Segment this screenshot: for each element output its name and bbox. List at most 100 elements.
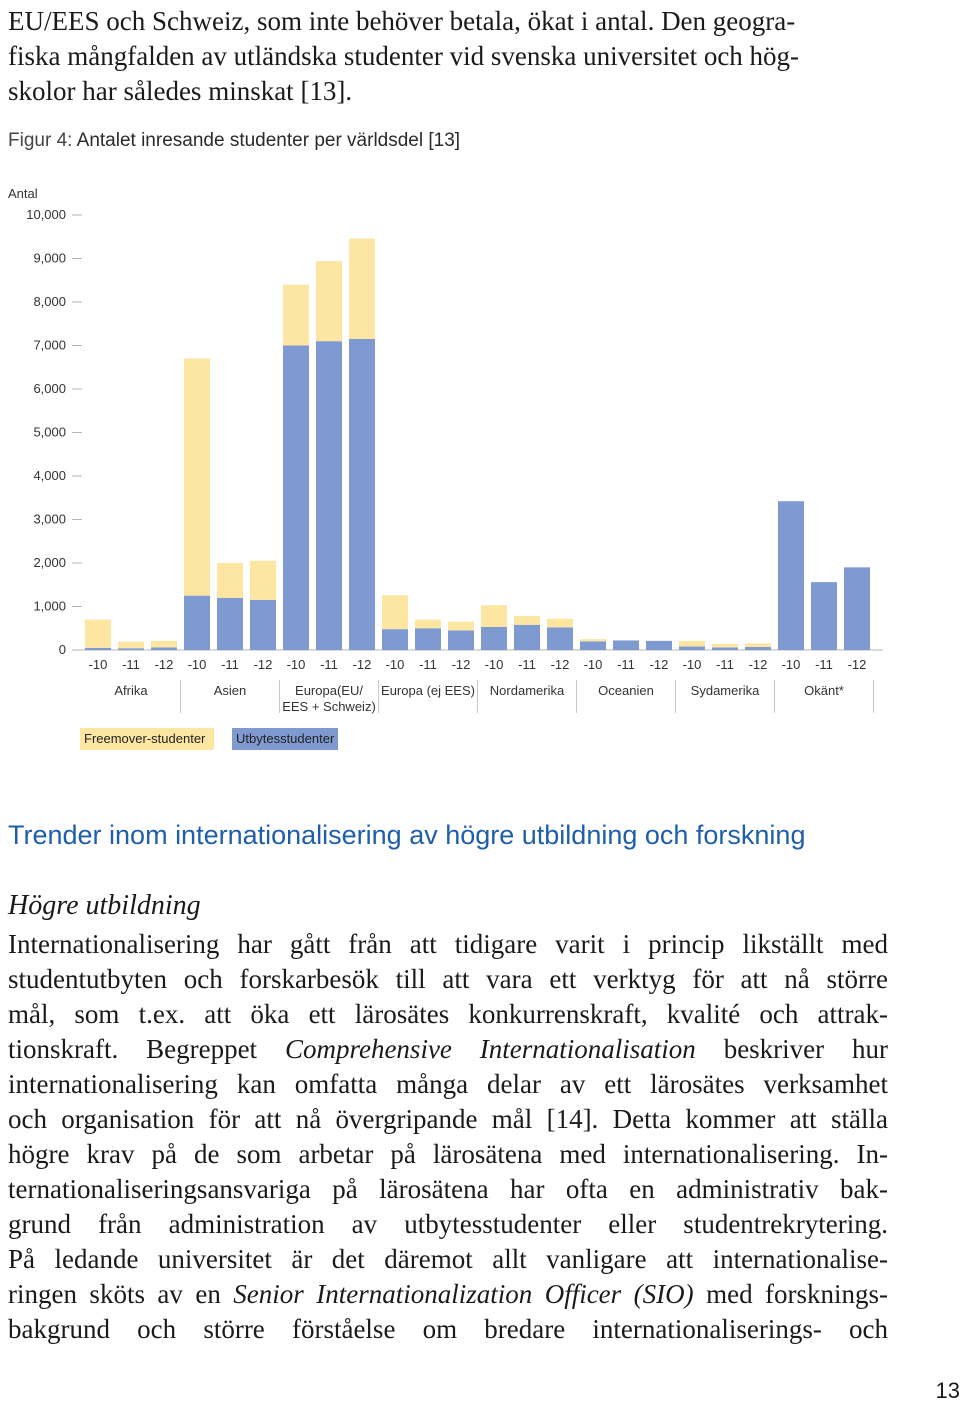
intro-line: skolor har således minskat [13]. bbox=[8, 76, 353, 106]
bar-utbytesstudenter bbox=[613, 640, 639, 650]
x-group-label: Nordamerika bbox=[490, 683, 565, 698]
y-tick-label: 10,000 bbox=[26, 207, 66, 222]
figure-caption-title: Antalet inresande studenter per världsde… bbox=[76, 130, 461, 151]
body-line: grund från administration av utbytesstud… bbox=[8, 1209, 888, 1239]
bar-utbytesstudenter bbox=[448, 630, 474, 650]
bar-freemover bbox=[415, 619, 441, 629]
x-year-label: -11 bbox=[320, 657, 338, 672]
intro-line: EU/EES och Schweiz, som inte behöver bet… bbox=[8, 6, 796, 36]
legend-freemover: Freemover-studenter bbox=[80, 728, 214, 750]
y-tick-label: 3,000 bbox=[33, 512, 66, 527]
body-line: högre krav på de som arbetar på lärosäte… bbox=[8, 1139, 888, 1169]
x-year-label: -10 bbox=[386, 657, 405, 672]
bar-utbytesstudenter bbox=[811, 582, 837, 650]
y-tick-label: 5,000 bbox=[33, 425, 66, 440]
body-line: och organisation för att nå övergripande… bbox=[8, 1104, 888, 1134]
body-emphasis: Senior Internationalization Officer (SIO… bbox=[233, 1279, 694, 1309]
bar-utbytesstudenter bbox=[250, 599, 276, 650]
x-year-label: -11 bbox=[419, 657, 437, 672]
x-year-label: -12 bbox=[452, 657, 471, 672]
body-paragraph: Internationalisering har gått från att t… bbox=[8, 927, 888, 1347]
bar-utbytesstudenter bbox=[514, 624, 540, 650]
bar-utbytesstudenter bbox=[118, 648, 144, 650]
x-year-label: -12 bbox=[353, 657, 372, 672]
bar-freemover bbox=[217, 563, 243, 598]
x-year-label: -11 bbox=[815, 657, 833, 672]
y-tick-label: 9,000 bbox=[33, 251, 66, 266]
body-line: Internationalisering har gått från att t… bbox=[8, 929, 888, 959]
bar-utbytesstudenter bbox=[745, 646, 771, 650]
body-line: På ledande universitet är det däremot al… bbox=[8, 1244, 888, 1274]
x-year-label: -10 bbox=[89, 657, 108, 672]
y-tick-label: 1,000 bbox=[33, 599, 66, 614]
bar-freemover bbox=[118, 641, 144, 649]
bar-utbytesstudenter bbox=[349, 338, 375, 650]
bar-utbytesstudenter bbox=[679, 646, 705, 650]
bar-freemover bbox=[514, 616, 540, 625]
bar-freemover bbox=[250, 560, 276, 600]
bar-freemover bbox=[547, 618, 573, 628]
bar-freemover bbox=[679, 640, 705, 647]
bar-utbytesstudenter bbox=[316, 341, 342, 650]
x-year-label: -11 bbox=[716, 657, 734, 672]
body-line: ringen sköts av en Senior Internationali… bbox=[8, 1277, 888, 1312]
figure-caption: Figur 4: Antalet inresande studenter per… bbox=[8, 130, 460, 152]
y-axis-label: Antal bbox=[8, 186, 38, 201]
bar-freemover bbox=[382, 595, 408, 630]
body-emphasis: Comprehensive Internationalisation bbox=[284, 1034, 696, 1064]
x-group-label: Oceanien bbox=[598, 683, 654, 698]
y-tick-label: 8,000 bbox=[33, 294, 66, 309]
bar-utbytesstudenter bbox=[844, 567, 870, 650]
bar-utbytesstudenter bbox=[85, 647, 111, 650]
figure-caption-prefix: Figur 4: bbox=[8, 130, 73, 151]
bar-freemover bbox=[712, 643, 738, 648]
bar-freemover bbox=[745, 643, 771, 647]
x-group-label: Asien bbox=[214, 683, 247, 698]
x-year-label: -11 bbox=[617, 657, 635, 672]
bar-utbytesstudenter bbox=[151, 647, 177, 650]
bar-utbytesstudenter bbox=[481, 626, 507, 650]
x-group-label: Okänt* bbox=[804, 683, 844, 698]
x-year-label: -12 bbox=[551, 657, 570, 672]
subheading: Högre utbildning bbox=[8, 890, 201, 921]
y-tick-label: 4,000 bbox=[33, 468, 66, 483]
section-heading: Trender inom internationalisering av hög… bbox=[8, 820, 806, 850]
bar-freemover bbox=[85, 619, 111, 648]
body-text-segment: med forsknings- bbox=[706, 1279, 889, 1309]
bar-freemover bbox=[580, 639, 606, 642]
x-year-label: -12 bbox=[254, 657, 273, 672]
x-year-label: -10 bbox=[683, 657, 702, 672]
body-line: bakgrund och större förståelse om bredar… bbox=[8, 1314, 888, 1344]
bar-freemover bbox=[448, 621, 474, 631]
bar-freemover bbox=[316, 261, 342, 342]
bar-freemover bbox=[283, 284, 309, 346]
bar-freemover bbox=[349, 238, 375, 339]
bar-utbytesstudenter bbox=[646, 640, 672, 650]
x-year-label: -12 bbox=[848, 657, 867, 672]
x-year-label: -11 bbox=[221, 657, 239, 672]
x-year-label: -12 bbox=[749, 657, 768, 672]
x-year-label: -10 bbox=[485, 657, 504, 672]
x-year-label: -12 bbox=[650, 657, 669, 672]
bar-utbytesstudenter bbox=[778, 501, 804, 650]
bar-chart: Antal 0 1,000 2,000 3,000 4,000 5,000 6,000 7,00… bbox=[8, 186, 883, 714]
bar-utbytesstudenter bbox=[580, 641, 606, 650]
body-text-segment: ringen sköts av en bbox=[8, 1279, 221, 1309]
body-line: studentutbyten och forskarbesök till att… bbox=[8, 964, 888, 994]
x-group-label: EES + Schweiz) bbox=[282, 699, 376, 714]
y-tick-label: 0 bbox=[59, 642, 66, 657]
legend-utbytesstudenter: Utbytesstudenter bbox=[232, 728, 338, 750]
y-tick-label: 7,000 bbox=[33, 338, 66, 353]
y-tick-label: 2,000 bbox=[33, 555, 66, 570]
bar-freemover bbox=[151, 640, 177, 648]
intro-line: fiska mångfalden av utländska studenter … bbox=[8, 41, 800, 71]
x-group-label: Afrika bbox=[114, 683, 148, 698]
x-year-label: -10 bbox=[584, 657, 603, 672]
bar-utbytesstudenter bbox=[217, 597, 243, 650]
body-line: ternationaliseringsansvariga på lärosäte… bbox=[8, 1174, 888, 1204]
bar-utbytesstudenter bbox=[184, 595, 210, 650]
intro-paragraph: EU/EES och Schweiz, som inte behöver bet… bbox=[8, 4, 888, 109]
bar-utbytesstudenter bbox=[547, 627, 573, 650]
x-group-label: Europa(EU/ bbox=[295, 683, 363, 698]
x-year-label: -10 bbox=[782, 657, 801, 672]
